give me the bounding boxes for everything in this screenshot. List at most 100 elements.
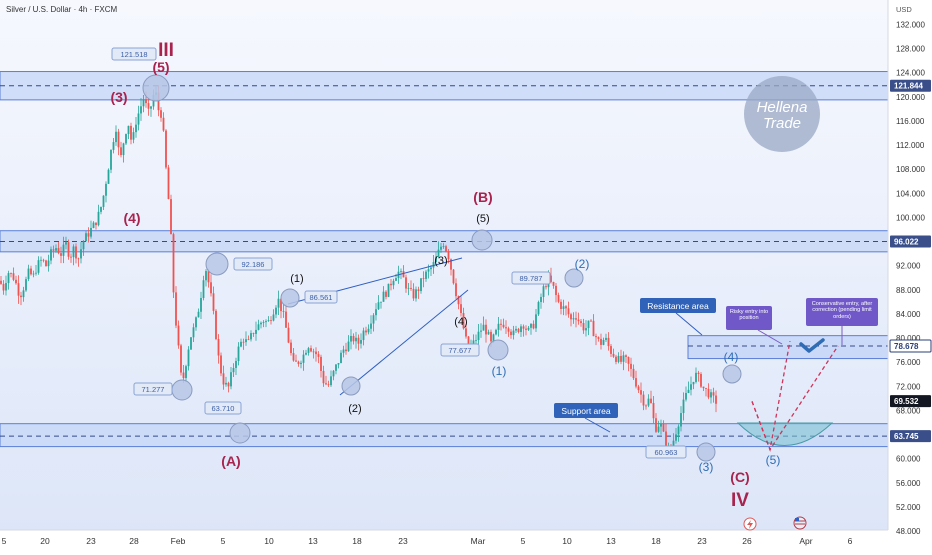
x-tick-label: 18 (352, 536, 362, 546)
candle-body (620, 355, 622, 362)
candle-body (412, 288, 415, 299)
candle-body (127, 125, 130, 135)
candle-body (572, 318, 575, 320)
candle-body (120, 147, 122, 156)
price-tag-bg (889, 339, 932, 353)
candle-body (490, 331, 492, 342)
candle-body (452, 269, 455, 284)
risky-callout: Risky entry into position (729, 309, 769, 322)
candle-body (60, 253, 62, 256)
candle-body (250, 333, 252, 340)
candle-body (177, 325, 180, 346)
x-tick-label: Mar (471, 536, 486, 546)
candle-body (590, 320, 592, 322)
candle-body (407, 287, 410, 289)
candle-body (550, 275, 552, 282)
candle-body (385, 291, 387, 297)
candle-body (460, 304, 462, 314)
wave-label-B: (B) (473, 189, 492, 205)
candle-body (5, 283, 7, 291)
wave-label-c4: (4) (724, 350, 739, 364)
candle-body (115, 131, 117, 143)
wave-label-c3: (3) (699, 460, 714, 474)
symbol-title: Silver / U.S. Dollar · 4h · FXCM (6, 5, 117, 14)
candle-body (310, 348, 312, 352)
y-tick-label: 104.000 (896, 189, 925, 198)
candle-body (42, 259, 45, 261)
candle-body (202, 280, 205, 298)
candle-body (320, 356, 322, 371)
candle-body (660, 423, 662, 427)
pivot-circle (229, 422, 251, 444)
candle-body (260, 322, 262, 325)
candle-body (540, 296, 542, 303)
x-tick-label: 23 (697, 536, 707, 546)
candle-body (605, 337, 607, 340)
candle-body (357, 337, 360, 344)
pivot-circle (205, 252, 229, 276)
candle-body (262, 322, 265, 323)
candle-body (615, 356, 617, 362)
y-tick-label: 108.000 (896, 165, 925, 174)
candle-body (325, 383, 327, 385)
candle-body (32, 273, 35, 275)
candle-body (272, 314, 275, 321)
candle-body (502, 324, 505, 328)
price-tag: 69.532 (894, 397, 919, 406)
wave-label-b1: (1) (290, 273, 303, 285)
candle-body (567, 308, 570, 315)
candle-body (167, 167, 170, 200)
candle-body (712, 392, 715, 396)
candle-body (400, 271, 402, 272)
candle-body (425, 271, 427, 279)
candle-body (530, 323, 532, 328)
x-tick-label: 5 (2, 536, 7, 546)
wave-label-A: (A) (221, 453, 240, 469)
candle-body (415, 289, 417, 299)
candle-body (107, 169, 110, 184)
candle-body (340, 352, 342, 364)
candle-body (480, 330, 482, 332)
candle-body (30, 268, 32, 275)
candle-body (25, 279, 27, 291)
candle-body (2, 283, 5, 291)
value-box-89787: 89.787 (520, 274, 543, 283)
candle-body (147, 103, 150, 109)
candle-body (275, 307, 277, 315)
candle-body (0, 280, 2, 284)
candle-body (62, 244, 65, 256)
candle-body (440, 246, 442, 250)
candle-body (277, 298, 280, 308)
candle-body (517, 328, 520, 333)
candle-body (280, 298, 282, 312)
candle-body (217, 339, 220, 356)
candle-body (462, 313, 465, 329)
candle-body (55, 248, 57, 251)
candle-body (235, 360, 237, 368)
price-tag: 78.678 (894, 342, 919, 351)
candle-body (472, 340, 475, 346)
value-box-77677: 77.677 (449, 346, 472, 355)
candle-body (282, 311, 285, 312)
y-tick-label: 88.000 (896, 286, 921, 295)
pivot-circle (696, 442, 716, 462)
x-tick-label: 5 (221, 536, 226, 546)
candle-body (200, 297, 202, 312)
y-tick-label: 52.000 (896, 503, 921, 512)
candle-body (35, 272, 37, 274)
candle-body (135, 124, 137, 133)
candle-body (222, 373, 225, 385)
pivot-circle (280, 288, 300, 308)
y-tick-label: 112.000 (896, 141, 925, 150)
y-tick-label: 124.000 (896, 69, 925, 78)
y-tick-label: 60.000 (896, 455, 921, 464)
y-tick-label: 120.000 (896, 93, 925, 102)
candle-body (227, 382, 230, 387)
candle-body (492, 334, 495, 342)
candle-body (380, 301, 382, 303)
candle-body (520, 326, 522, 333)
candle-body (715, 395, 717, 404)
candle-body (7, 273, 10, 284)
watermark-line1: Hellena (757, 99, 808, 116)
